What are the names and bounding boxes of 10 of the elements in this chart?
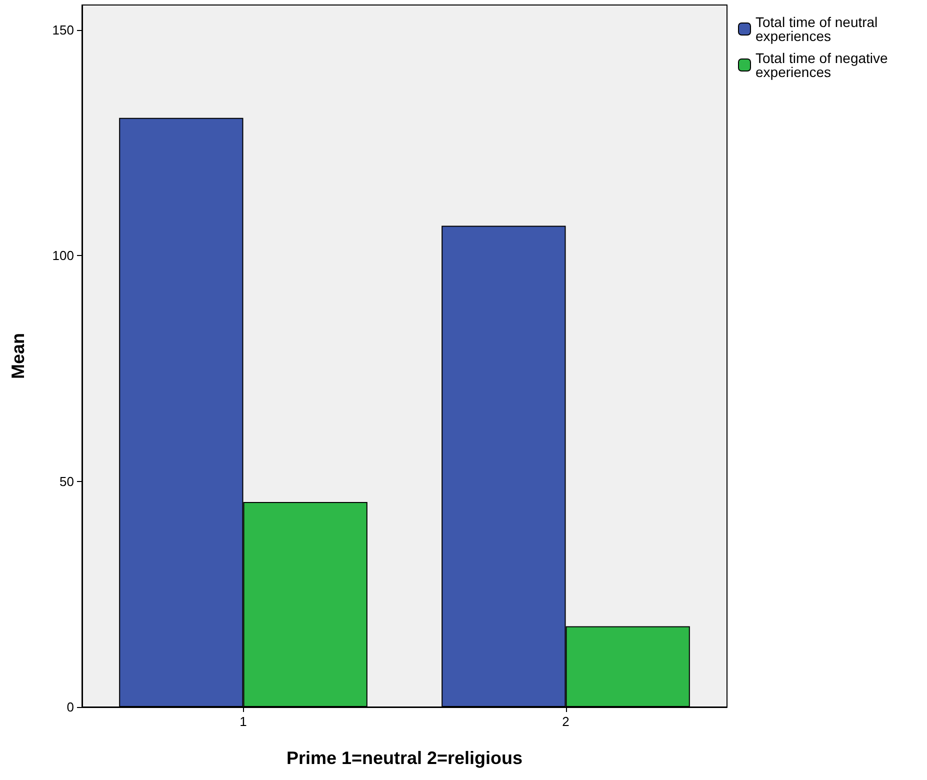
legend-label: Total time of negative experiences: [756, 50, 892, 80]
y-axis-title: Mean: [8, 332, 28, 380]
x-tick-label: 2: [562, 714, 570, 729]
y-tick-label: 100: [52, 248, 74, 264]
y-tick-label: 0: [66, 700, 74, 714]
y-tick-label: 150: [52, 22, 74, 38]
y-tick-label: 50: [60, 474, 74, 489]
x-axis-title: Prime 1=neutral 2=religious: [286, 748, 523, 768]
legend-label: Total time of neutral experiences: [756, 14, 882, 44]
x-tick-label: 1: [240, 714, 247, 729]
